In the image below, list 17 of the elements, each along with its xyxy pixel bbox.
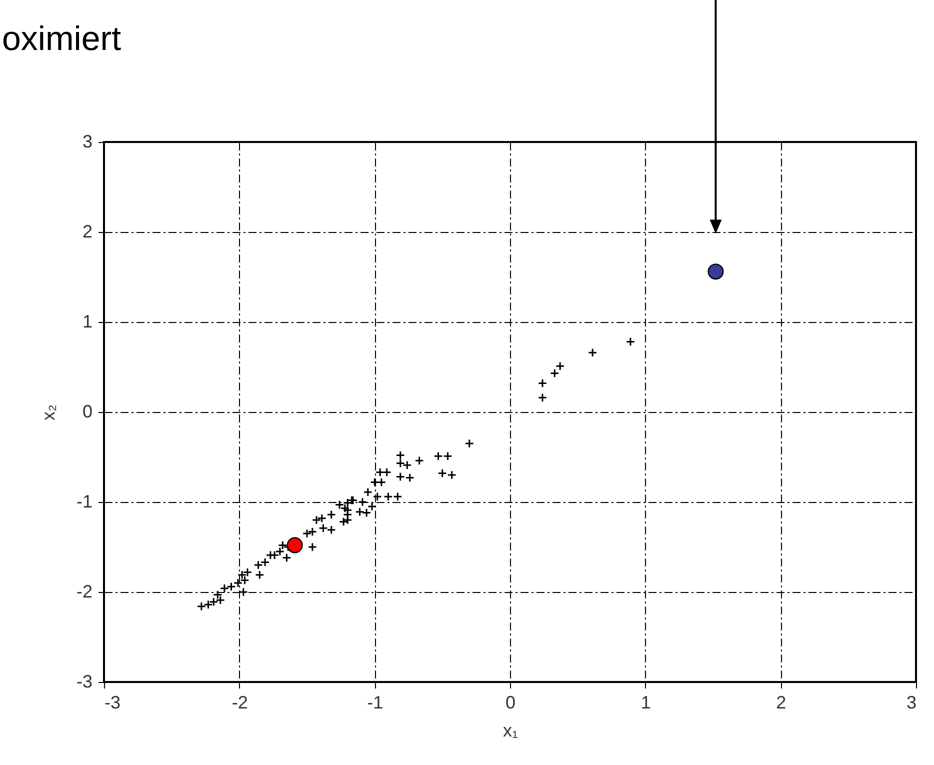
y-tick-label: 0 — [82, 402, 92, 422]
x-tick-label: 1 — [640, 692, 651, 712]
x-tick-label: -3 — [104, 692, 121, 712]
x-tick-label: 2 — [776, 692, 786, 712]
y-tick-label: -1 — [76, 492, 92, 512]
x-axis-title: x₁ — [502, 720, 518, 740]
y-tick-label: 1 — [82, 312, 92, 332]
x-tick-label: 0 — [505, 692, 516, 712]
y-axis-title: x₂ — [38, 404, 58, 420]
x-tick-label: -2 — [232, 692, 248, 712]
x-tick-label: -1 — [367, 692, 384, 712]
y-tick-label: -3 — [76, 672, 92, 692]
x-tick-label: 3 — [906, 692, 916, 712]
y-tick-label: 2 — [82, 222, 92, 242]
text: oximiert — [2, 20, 122, 59]
y-tick-label: 3 — [82, 132, 92, 152]
y-tick-label: -2 — [76, 582, 92, 602]
